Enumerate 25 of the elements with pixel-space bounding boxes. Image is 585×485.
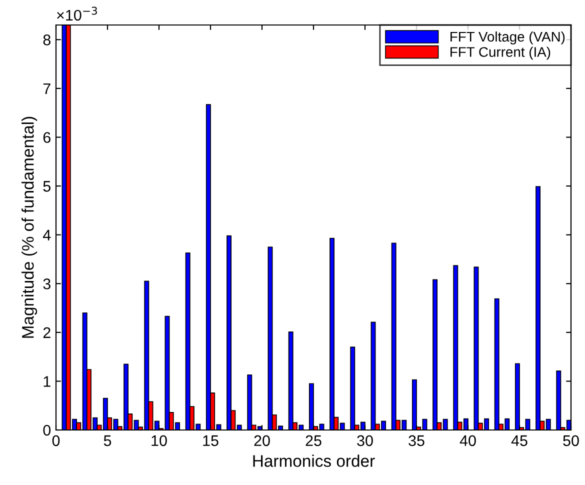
y-axis-title: Magnitude (% of fundamental) — [22, 116, 38, 338]
y-tick-label: 4 — [42, 230, 51, 240]
legend-label: FFT Voltage (VAN) — [450, 31, 565, 44]
y-tick-label: 7 — [43, 83, 50, 94]
y-tick-label: 5 — [43, 181, 50, 192]
x-tick-label: 5 — [104, 435, 112, 446]
y-tick-label: 1 — [44, 376, 50, 387]
x-tick-label: 35 — [408, 435, 424, 446]
x-tick-label: 45 — [511, 435, 528, 446]
x-tick-label: 30 — [357, 435, 373, 446]
y-tick-label: 2 — [43, 327, 50, 338]
x-tick-label: 50 — [563, 435, 579, 446]
x-tick-label: 25 — [306, 435, 322, 446]
y-tick-label: 6 — [43, 132, 50, 143]
y-tick-label: 8 — [43, 34, 50, 46]
x-tick-label: 10 — [152, 435, 167, 446]
x-axis-title: Harmonics order — [253, 454, 375, 467]
y-tick-label: 3 — [43, 278, 50, 290]
x-tick-label: 20 — [254, 435, 270, 446]
x-tick-label: 15 — [203, 435, 218, 446]
x-tick-label: 40 — [460, 435, 476, 446]
text: ×10$^{−3}$ — [57, 6, 97, 21]
x-tick-label: 0 — [52, 435, 60, 446]
legend-label: FFT Current (IA) — [450, 46, 550, 60]
y-tick-label: 0 — [43, 424, 51, 436]
